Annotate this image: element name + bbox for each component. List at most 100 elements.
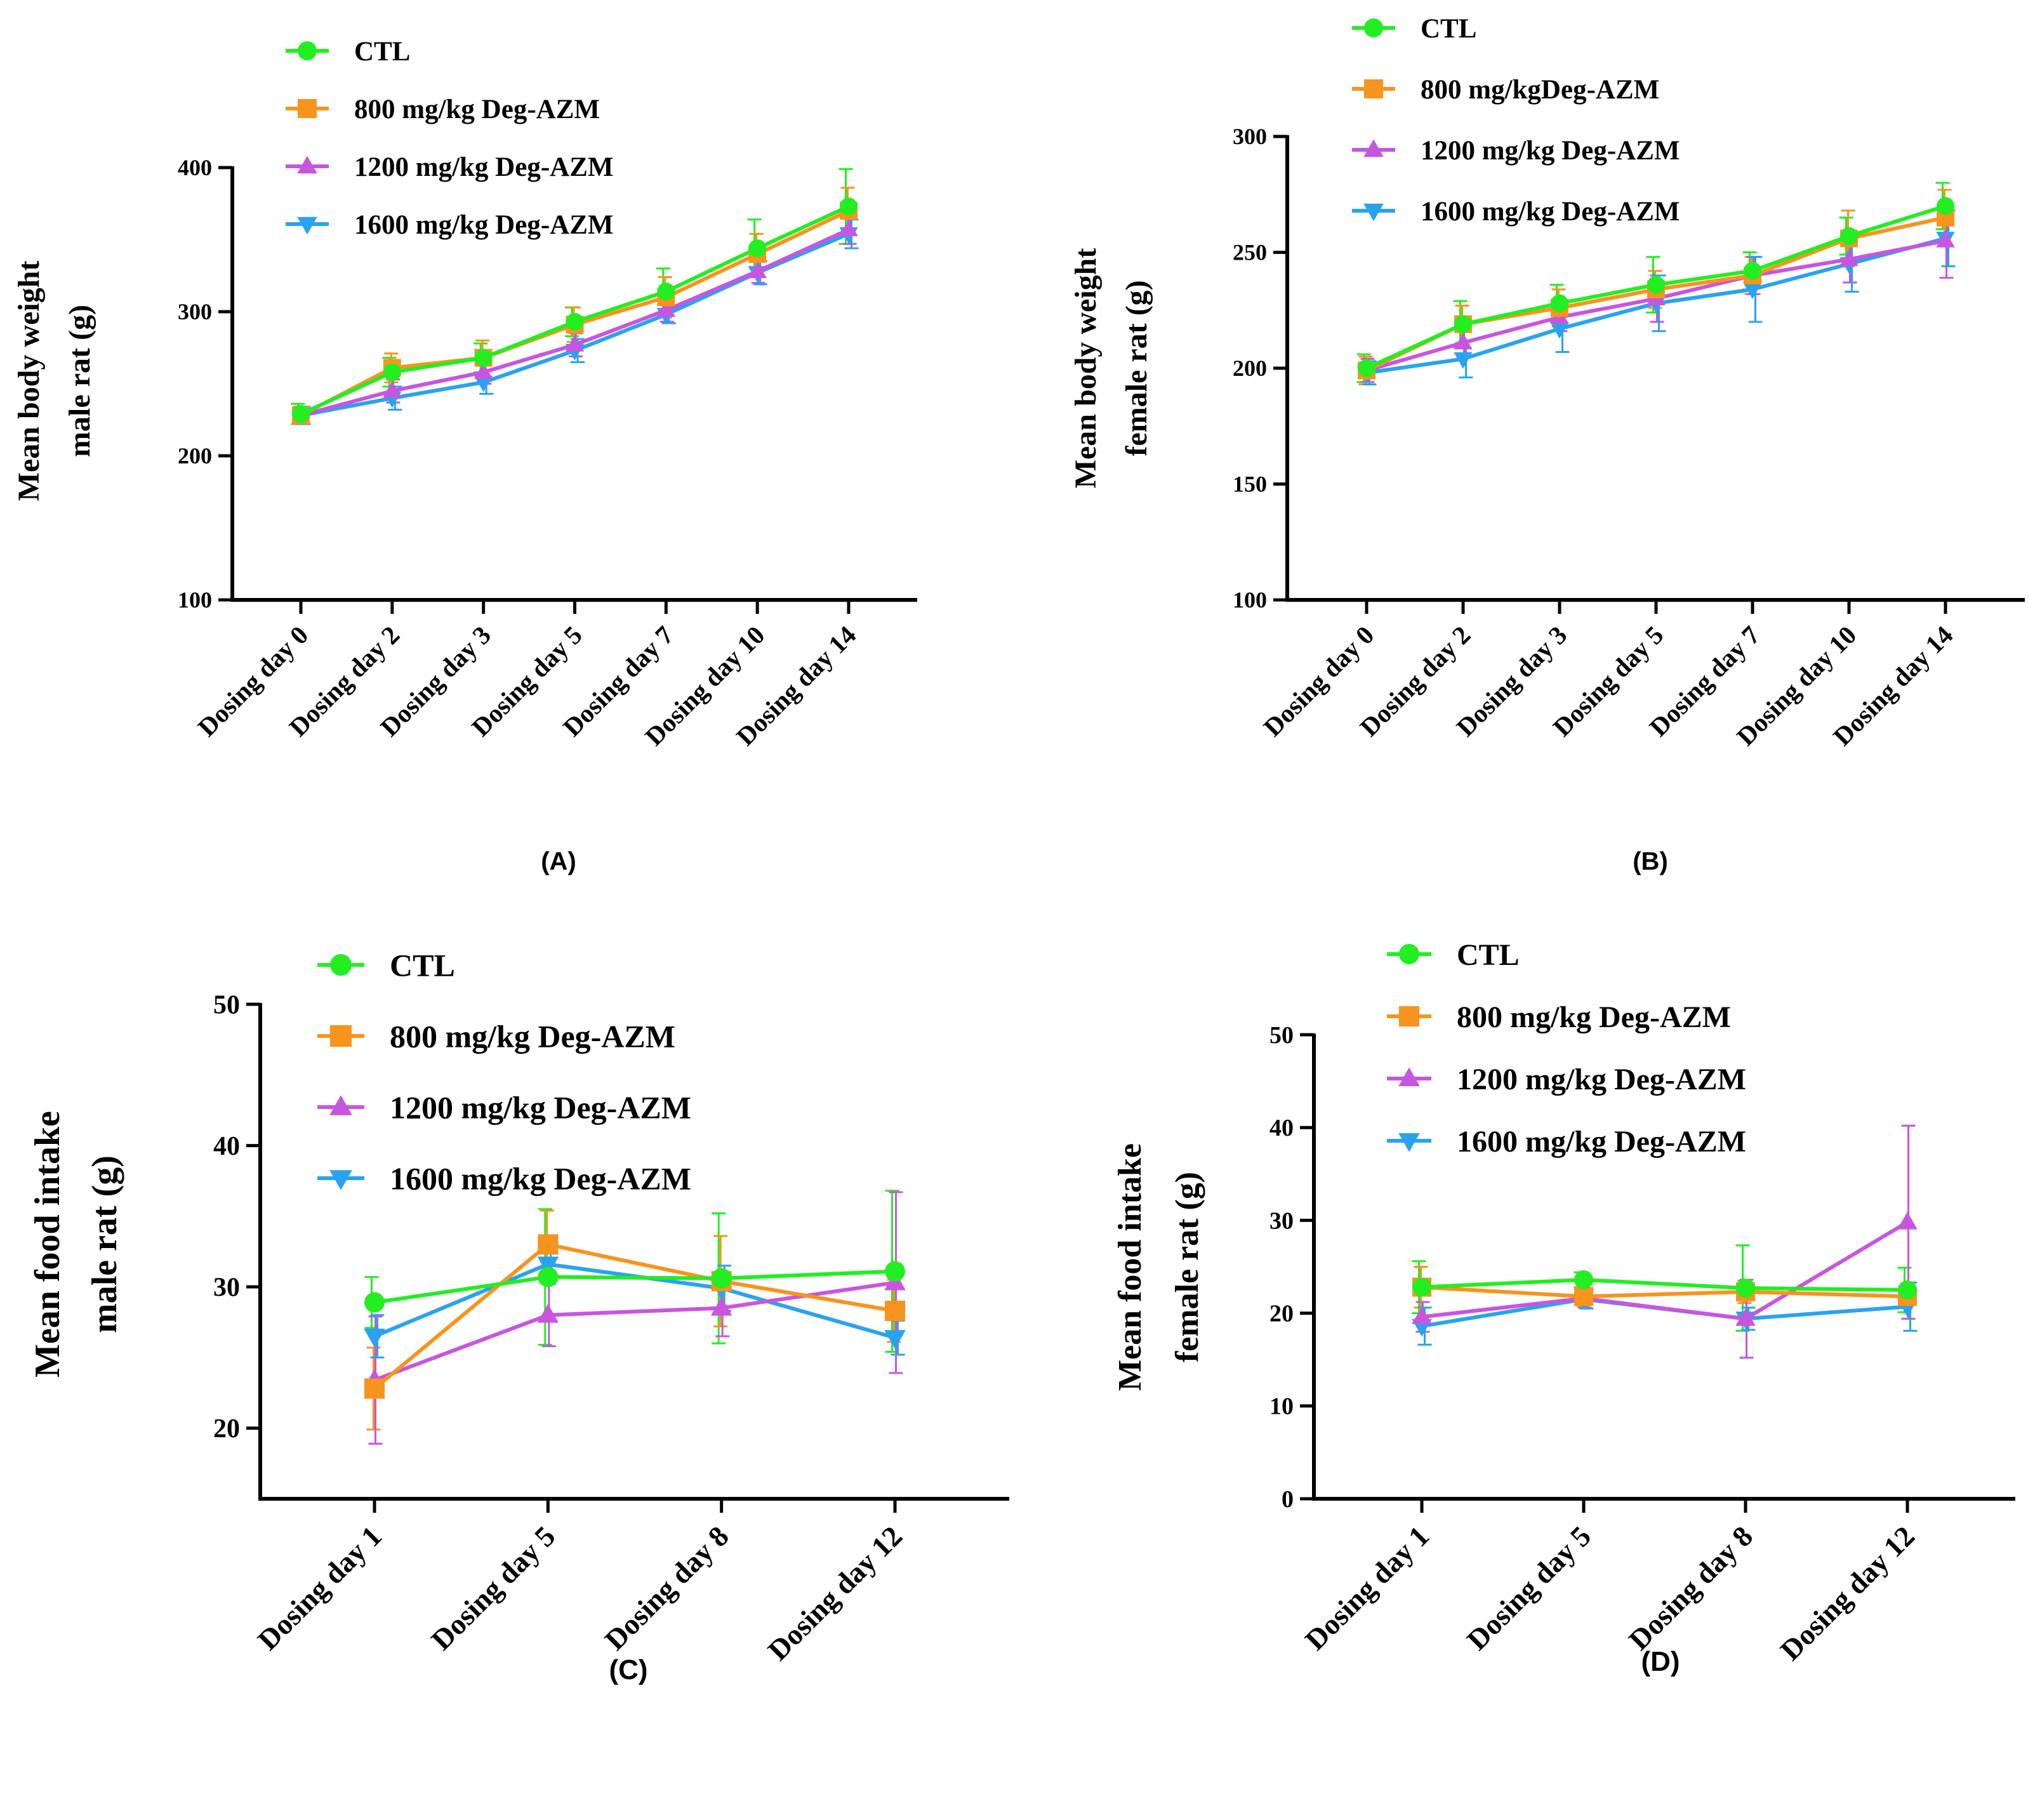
panel-label: (D) <box>1641 1646 1680 1677</box>
chart-panel-c: 20 30 40 50 Dosing day 1 Dosing day 5 Dosing d… <box>28 948 1009 1685</box>
legend-label: 1200 mg/kg Deg-AZM <box>354 152 613 182</box>
legend-swatch-marker <box>330 954 352 976</box>
legend-label: 800 mg/kgDeg-AZM <box>1421 75 1659 105</box>
legend-swatch-marker <box>297 156 317 174</box>
data-point-series-1 <box>657 282 675 301</box>
y-tick-label: 300 <box>1233 124 1267 149</box>
data-point-series-4 <box>1743 282 1762 300</box>
data-point-series-1 <box>1840 227 1858 245</box>
data-point-series-1 <box>885 1261 905 1282</box>
legend-label: 800 mg/kg Deg-AZM <box>390 1019 675 1054</box>
data-point-series-3 <box>1897 1211 1918 1230</box>
y-tick-label: 150 <box>1233 472 1267 497</box>
legend-swatch-marker <box>330 1025 352 1047</box>
data-point-series-1 <box>383 363 401 382</box>
data-point-series-4 <box>1550 322 1569 339</box>
x-tick-label: Dosing day 1 <box>1299 1520 1435 1656</box>
panel-label: (A) <box>541 847 576 875</box>
legend-swatch-marker <box>1363 139 1384 157</box>
legend-swatch-marker <box>329 1170 352 1190</box>
data-point-series-1 <box>1454 315 1472 333</box>
data-point-series-1 <box>1358 359 1375 377</box>
y-axis-title-line1: Mean body weight <box>1069 248 1103 489</box>
y-axis-title-line2: male rat (g) <box>63 305 96 457</box>
y-axis-title-line2: male rat (g) <box>85 1155 124 1333</box>
data-point-series-4 <box>884 1330 906 1349</box>
y-tick-label: 0 <box>1282 1486 1294 1513</box>
legend-label: CTL <box>390 948 455 983</box>
data-point-series-3 <box>1412 1306 1432 1324</box>
legend-swatch-marker <box>1398 1133 1420 1152</box>
y-tick-label: 250 <box>1233 240 1267 265</box>
data-point-series-1 <box>1574 1270 1593 1289</box>
legend-label: 1600 mg/kg Deg-AZM <box>390 1161 691 1197</box>
y-tick-label: 50 <box>213 990 240 1020</box>
x-tick-label: Dosing day 12 <box>762 1520 908 1666</box>
data-point-series-4 <box>537 1256 559 1276</box>
y-tick-label: 100 <box>1233 587 1267 613</box>
legend-label: 1200 mg/kg Deg-AZM <box>1421 136 1680 166</box>
y-tick-label: 10 <box>1269 1393 1294 1420</box>
data-point-series-2 <box>1574 1287 1593 1306</box>
data-point-series-2 <box>364 1378 385 1399</box>
y-tick-label: 200 <box>178 443 212 468</box>
y-axis-title-line1: Mean body weight <box>12 261 46 501</box>
series-line-1 <box>1421 1277 1908 1292</box>
series-line-2 <box>1421 1285 1908 1299</box>
data-point-series-4 <box>474 375 493 392</box>
legend-swatch-marker <box>1364 18 1383 37</box>
legend-label: 800 mg/kg Deg-AZM <box>354 95 600 124</box>
legend-label: CTL <box>354 37 410 67</box>
y-tick-label: 30 <box>213 1273 240 1302</box>
legend-swatch-marker <box>1399 944 1419 964</box>
legend-label: 1600 mg/kg Deg-AZM <box>1421 197 1680 227</box>
legend-label: 1200 mg/kg Deg-AZM <box>390 1090 691 1126</box>
y-axis-title-line1: Mean food intake <box>28 1111 67 1378</box>
y-tick-label: 40 <box>213 1132 240 1161</box>
y-axis-title-line2: female rat (g) <box>1120 280 1153 456</box>
data-point-series-4 <box>364 1329 385 1348</box>
panel-label: (C) <box>609 1654 647 1685</box>
x-tick-label: Dosing day 8 <box>599 1520 735 1656</box>
panel-label: (B) <box>1633 847 1668 875</box>
data-point-series-3 <box>710 1296 732 1316</box>
y-tick-label: 20 <box>213 1414 240 1444</box>
data-point-series-2 <box>538 1234 559 1255</box>
legend-swatch-marker <box>1363 203 1384 222</box>
series-line-1 <box>374 1269 896 1305</box>
y-tick-label: 50 <box>1269 1022 1294 1049</box>
y-axis-title-line1: Mean food intake <box>1112 1143 1148 1391</box>
x-tick-label: Dosing day 5 <box>425 1520 561 1656</box>
data-point-series-1 <box>748 239 767 258</box>
y-tick-label: 400 <box>178 155 212 180</box>
data-point-series-1 <box>840 197 858 216</box>
legend-swatch-marker <box>1398 1067 1420 1086</box>
data-point-series-3 <box>1839 249 1859 266</box>
legend-swatch-marker <box>1364 79 1383 98</box>
data-point-series-1 <box>1412 1277 1431 1297</box>
data-point-series-3 <box>656 300 676 317</box>
y-tick-label: 300 <box>178 299 212 324</box>
y-tick-label: 100 <box>178 587 212 613</box>
legend-swatch-marker <box>1399 1006 1419 1026</box>
data-point-series-1 <box>538 1266 559 1287</box>
data-point-series-4 <box>1454 352 1473 369</box>
data-point-series-3 <box>1936 230 1955 248</box>
legend-label: 1600 mg/kg Deg-AZM <box>354 210 613 240</box>
series-line-3 <box>1421 1220 1909 1321</box>
series-line-2 <box>373 1242 896 1390</box>
data-point-series-1 <box>711 1268 732 1289</box>
data-point-series-3 <box>383 381 402 398</box>
legend-label: 1200 mg/kg Deg-AZM <box>1457 1063 1746 1096</box>
data-point-series-3 <box>839 220 858 237</box>
y-axis-title-line2: female rat (g) <box>1169 1172 1205 1362</box>
data-point-series-1 <box>1744 262 1761 280</box>
data-point-series-1 <box>1647 276 1665 294</box>
data-point-series-1 <box>566 312 584 331</box>
legend-swatch-marker <box>298 41 317 60</box>
series-line-4 <box>1421 1297 1908 1329</box>
